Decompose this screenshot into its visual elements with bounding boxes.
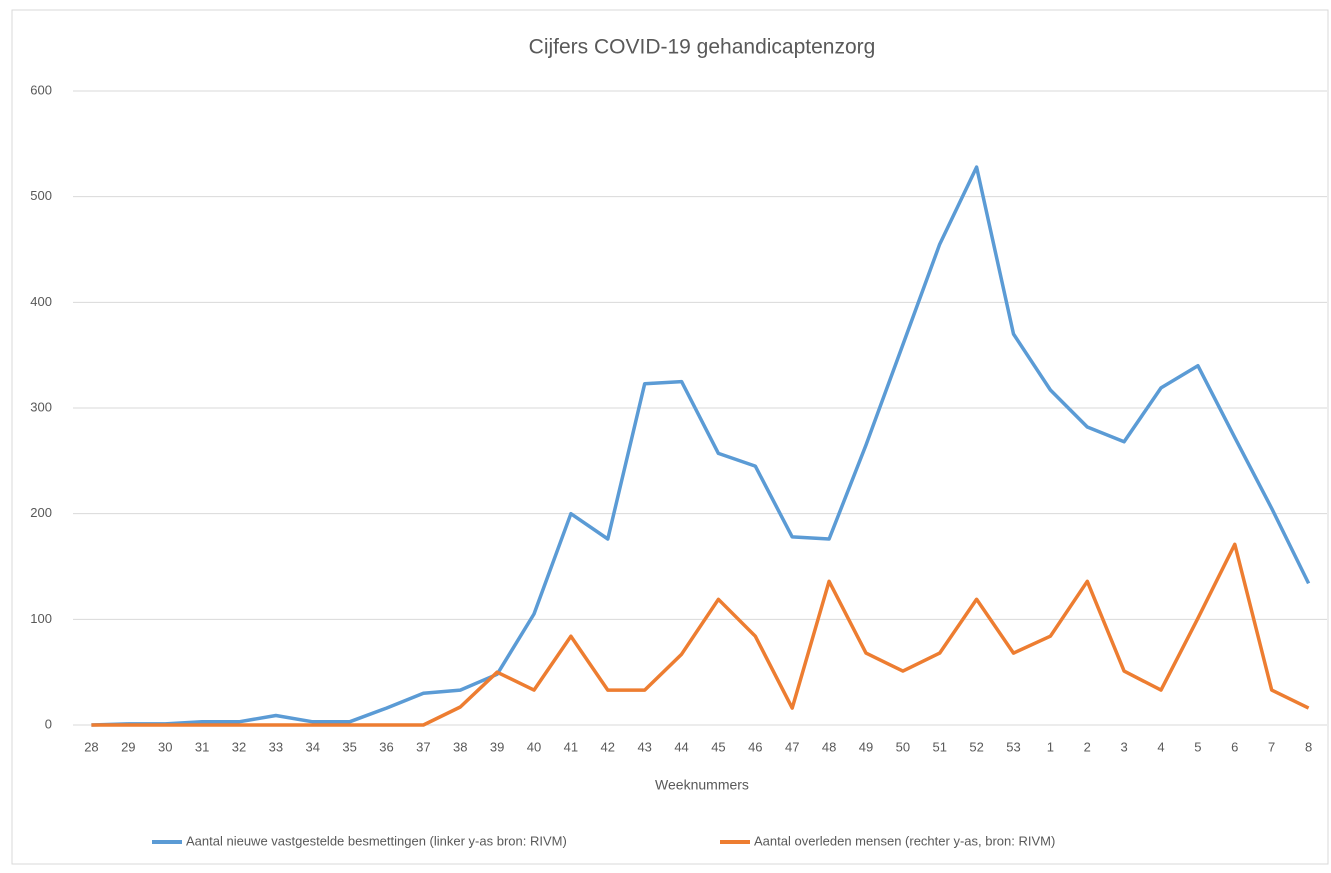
chart-title: Cijfers COVID-19 gehandicaptenzorg bbox=[529, 36, 876, 59]
x-tick-label: 6 bbox=[1231, 739, 1238, 754]
x-tick-label: 47 bbox=[785, 739, 799, 754]
x-tick-label: 31 bbox=[195, 739, 209, 754]
x-tick-label: 28 bbox=[84, 739, 98, 754]
x-tick-label: 50 bbox=[896, 739, 910, 754]
x-tick-label: 29 bbox=[121, 739, 135, 754]
x-tick-label: 51 bbox=[933, 739, 947, 754]
x-tick-label: 8 bbox=[1305, 739, 1312, 754]
x-tick-label: 2 bbox=[1084, 739, 1091, 754]
y-tick-label: 200 bbox=[30, 505, 52, 520]
legend-label: Aantal overleden mensen (rechter y-as, b… bbox=[754, 833, 1055, 848]
x-tick-label: 49 bbox=[859, 739, 873, 754]
x-tick-label: 44 bbox=[674, 739, 688, 754]
y-tick-label: 300 bbox=[30, 399, 52, 414]
x-tick-label: 7 bbox=[1268, 739, 1275, 754]
x-tick-label: 30 bbox=[158, 739, 172, 754]
y-tick-label: 600 bbox=[30, 82, 52, 97]
chart-border bbox=[11, 9, 1329, 865]
y-tick-label: 500 bbox=[30, 188, 52, 203]
x-tick-label: 38 bbox=[453, 739, 467, 754]
x-tick-label: 37 bbox=[416, 739, 430, 754]
x-tick-label: 41 bbox=[564, 739, 578, 754]
y-tick-label: 0 bbox=[45, 716, 52, 731]
y-tick-label: 100 bbox=[30, 611, 52, 626]
y-tick-label: 400 bbox=[30, 294, 52, 309]
x-tick-label: 34 bbox=[306, 739, 320, 754]
x-tick-label: 46 bbox=[748, 739, 762, 754]
x-tick-label: 53 bbox=[1006, 739, 1020, 754]
x-tick-label: 4 bbox=[1157, 739, 1164, 754]
x-tick-label: 1 bbox=[1047, 739, 1054, 754]
x-tick-label: 39 bbox=[490, 739, 504, 754]
x-axis-title: Weeknummers bbox=[655, 777, 749, 793]
x-tick-label: 42 bbox=[601, 739, 615, 754]
series-line bbox=[91, 542, 1310, 727]
x-tick-label: 36 bbox=[379, 739, 393, 754]
x-tick-label: 48 bbox=[822, 739, 836, 754]
x-tick-label: 3 bbox=[1121, 739, 1128, 754]
x-tick-label: 35 bbox=[342, 739, 356, 754]
x-tick-label: 52 bbox=[969, 739, 983, 754]
x-tick-label: 40 bbox=[527, 739, 541, 754]
x-tick-label: 43 bbox=[637, 739, 651, 754]
series-line bbox=[91, 165, 1311, 727]
x-tick-label: 45 bbox=[711, 739, 725, 754]
x-tick-label: 33 bbox=[269, 739, 283, 754]
x-tick-label: 5 bbox=[1194, 739, 1201, 754]
legend-label: Aantal nieuwe vastgestelde besmettingen … bbox=[186, 833, 567, 848]
x-tick-label: 32 bbox=[232, 739, 246, 754]
